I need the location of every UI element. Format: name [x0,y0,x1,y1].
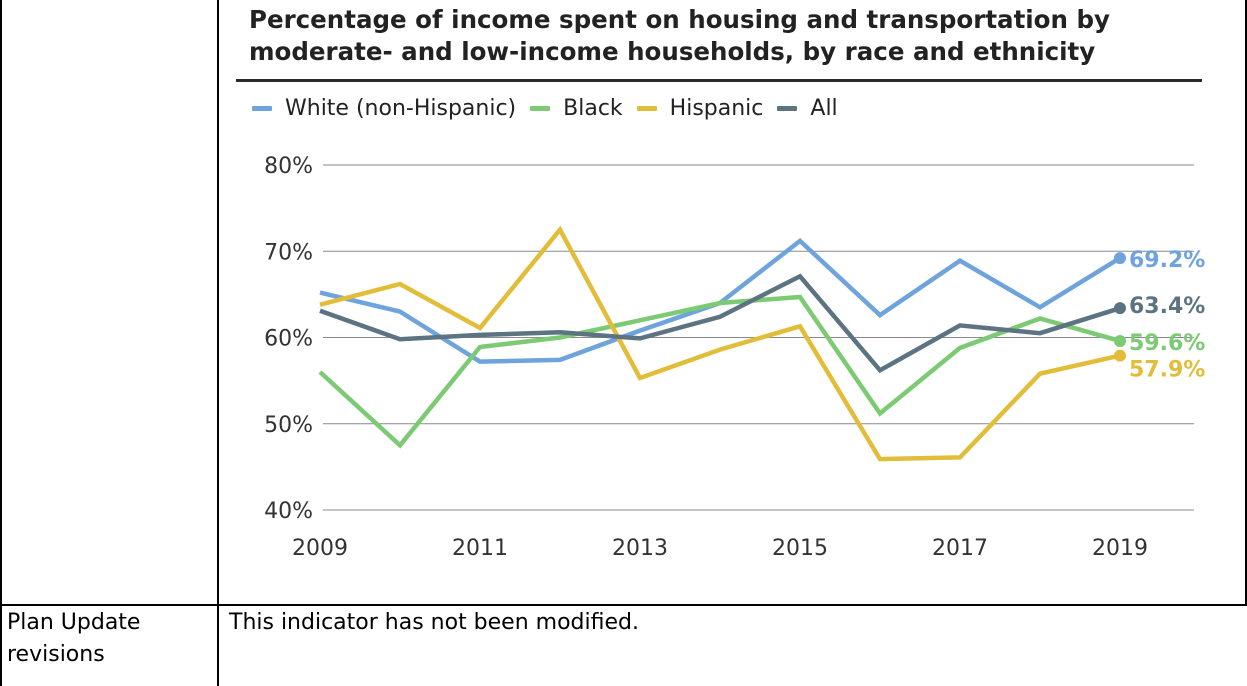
legend-item-black: Black [530,96,623,121]
y-tick-label: 70% [264,240,313,265]
legend-swatch [777,105,798,111]
legend-swatch [636,105,657,111]
table-left-border [0,0,2,686]
x-tick-label: 2011 [452,536,508,561]
row-label: Plan Update revisions [7,610,141,667]
y-tick-label: 50% [264,413,313,438]
series-line-black [318,294,1121,449]
legend-label: Black [563,95,623,121]
y-tick-label: 60% [264,327,313,352]
end-value-label: 59.6% [1129,331,1205,356]
x-tick-label: 2009 [292,536,348,561]
row-text: This indicator has not been modified. [229,610,639,635]
series-line-hispanic [319,225,1121,462]
x-tick-label: 2015 [772,536,828,561]
end-value-label: 57.9% [1129,358,1205,383]
x-tick-label: 2017 [932,536,988,561]
legend-label: All [810,95,838,121]
table-right-border [1245,0,1247,606]
end-value-label: 69.2% [1129,248,1205,273]
legend-swatch [530,105,551,111]
chart-legend: White (non-Hispanic) Black Hispanic All [252,93,852,123]
legend-swatch [252,105,272,111]
line-chart: 80% 70% 60% 50% 40% 2009 2011 2013 2015 2017 2019 6… [264,154,1205,561]
table-row-divider [0,604,1247,606]
legend-item-hispanic: Hispanic [636,95,764,121]
series-endpoint [1114,334,1126,347]
y-tick-label: 40% [264,499,313,524]
title-rule [236,79,1202,82]
y-tick-label: 80% [264,154,313,179]
end-value-label: 63.4% [1129,294,1205,319]
series-endpoint [1114,349,1126,362]
legend-label: Hispanic [669,95,764,121]
legend-label: White (non-Hispanic) [285,95,517,121]
series-endpoint [1114,252,1126,265]
chart-title-line-2: moderate- and low-income households, by … [249,37,1096,66]
x-tick-label: 2013 [612,536,668,561]
series-endpoint [1114,302,1126,315]
legend-item-all: All [777,95,838,121]
chart-title-line-1: Percentage of income spent on housing an… [249,5,1110,34]
legend-item-white: White (non-Hispanic) [252,96,516,121]
x-tick-label: 2019 [1092,536,1148,561]
series-line-all [319,273,1121,374]
chart-title: Percentage of income spent on housing an… [249,4,1209,68]
table-column-divider [217,0,219,686]
